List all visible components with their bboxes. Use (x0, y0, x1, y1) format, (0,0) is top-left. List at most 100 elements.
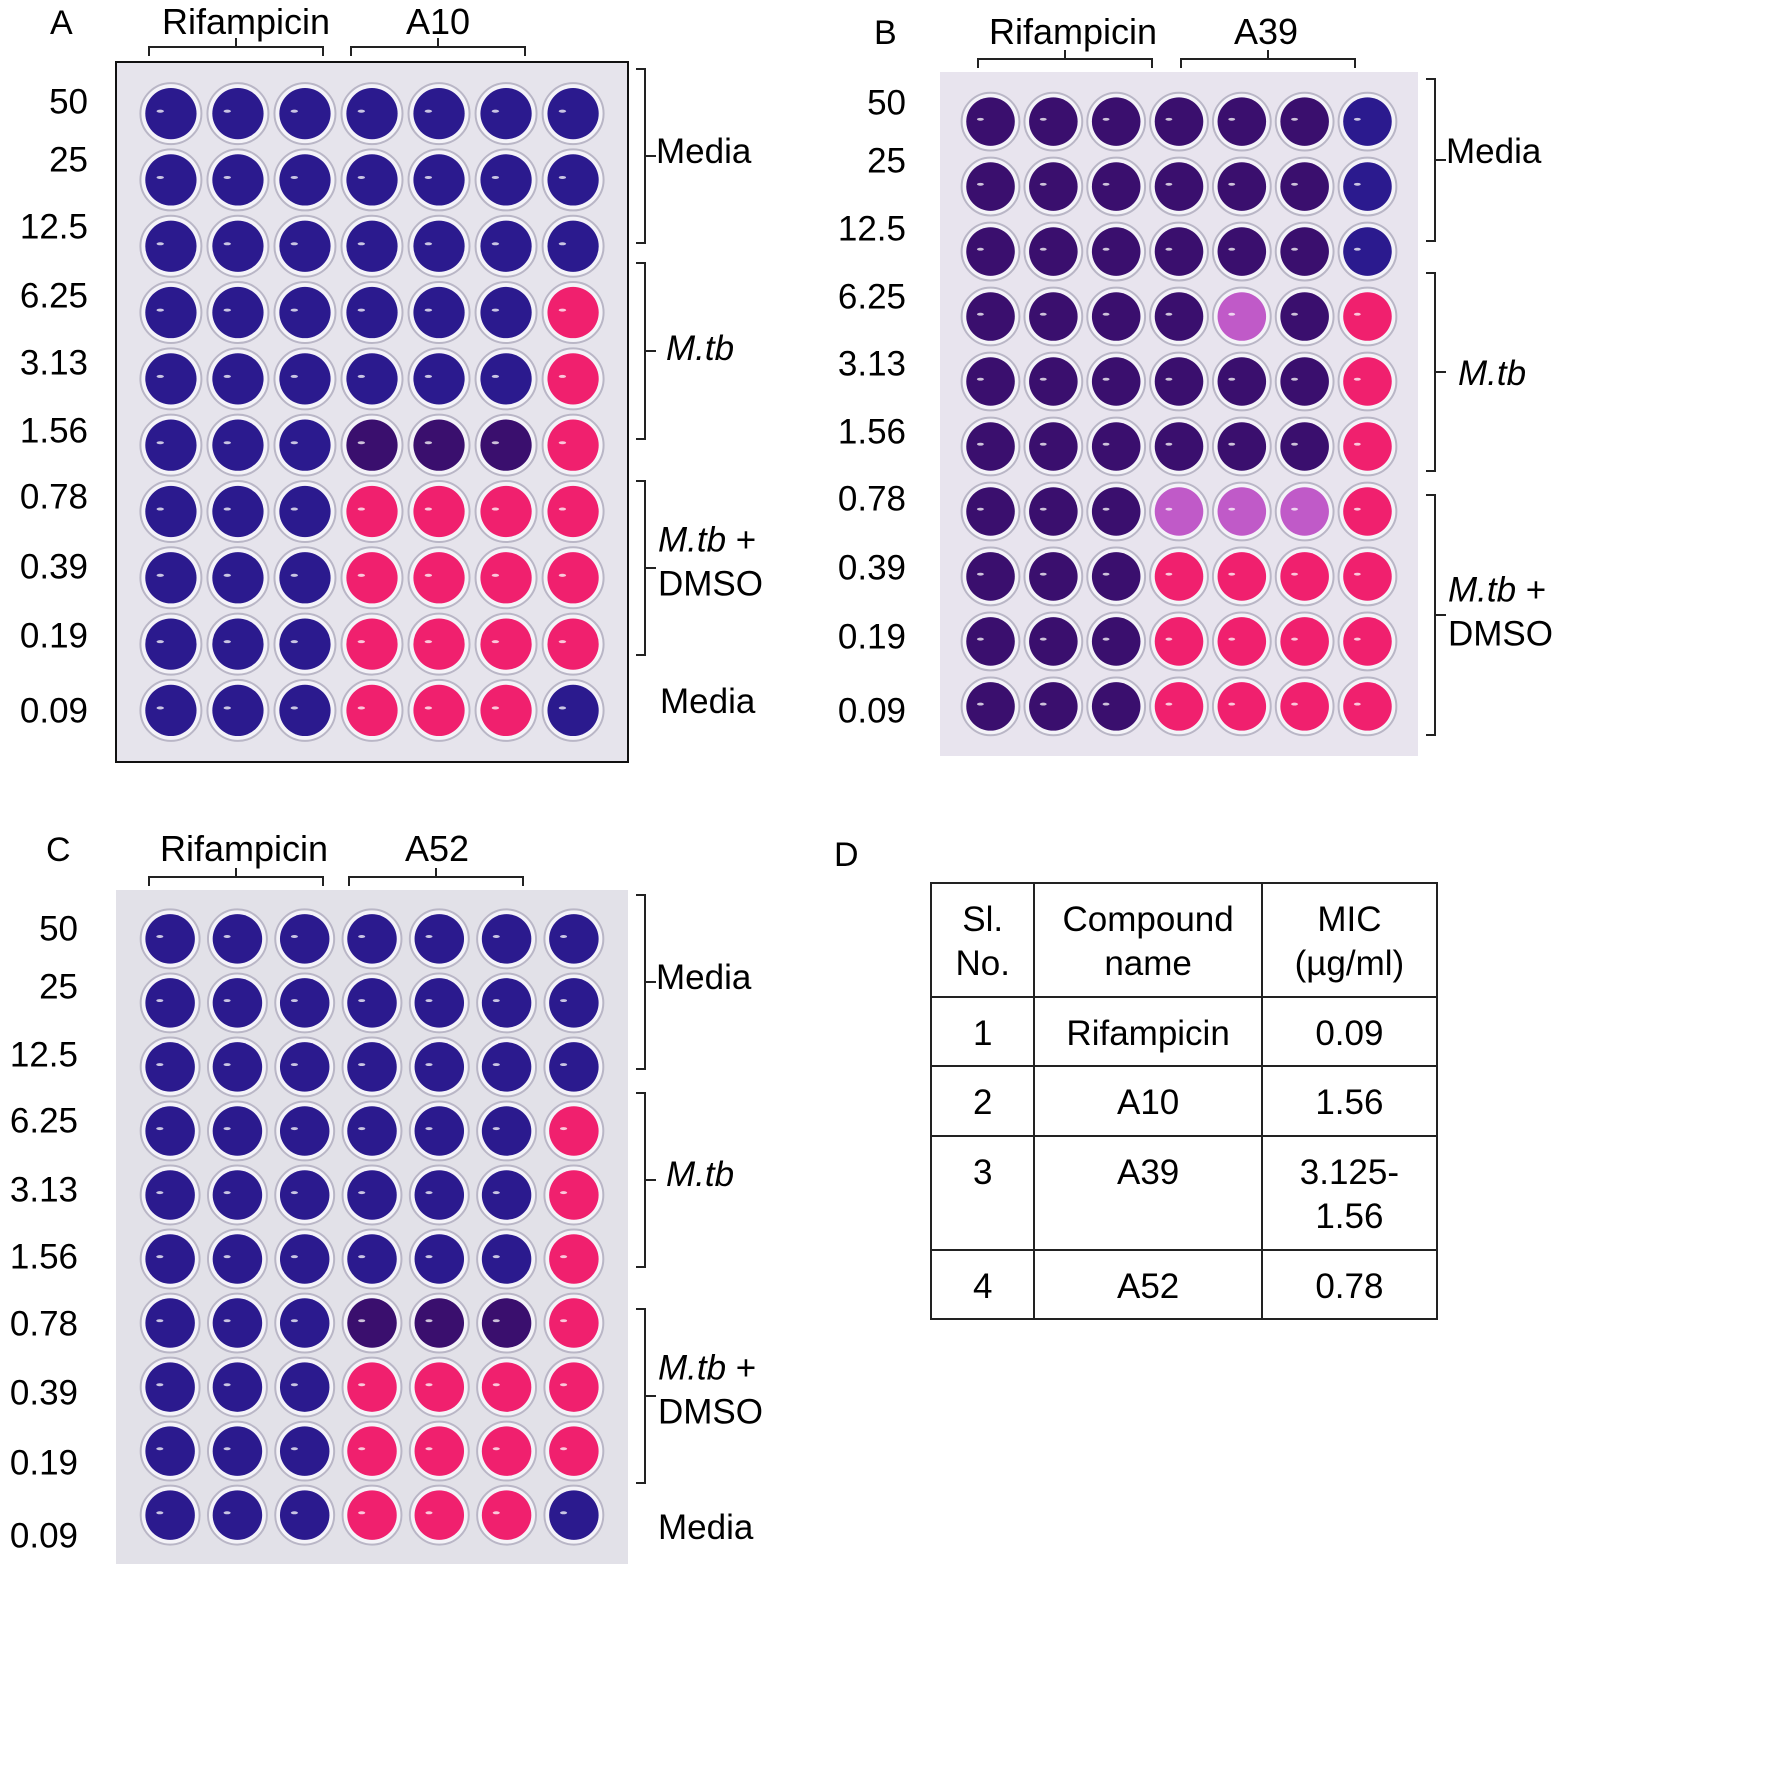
well-purple (1149, 221, 1209, 282)
well-blue (206, 546, 270, 610)
well-purple (1086, 611, 1147, 672)
well-pink (408, 1420, 470, 1482)
well-blue (139, 612, 203, 676)
well-blue (476, 1036, 538, 1098)
well-blue (206, 347, 270, 411)
well-purple (1023, 416, 1084, 477)
well-blue (273, 678, 337, 742)
well-blue (274, 1484, 336, 1546)
well-blue (206, 1356, 268, 1418)
conc-label: 3.13 (837, 344, 906, 384)
conc-label: 25 (39, 967, 78, 1007)
well-blue (407, 214, 471, 278)
conc-label: 1.56 (837, 412, 906, 452)
well-purple (960, 676, 1021, 737)
well-light-pink (1211, 286, 1272, 347)
well-blue (139, 1292, 201, 1354)
well-blue (543, 1036, 605, 1098)
well-purple (1023, 286, 1084, 347)
well-purple (1023, 546, 1084, 607)
well-purple (1086, 481, 1147, 542)
conc-label: 25 (49, 140, 88, 180)
well-blue (206, 1164, 268, 1226)
mtb-dmso-bracket (636, 1308, 646, 1484)
drug-bracket (148, 876, 324, 886)
well-pink (1149, 546, 1209, 607)
well-blue (206, 612, 270, 676)
well-pink (340, 479, 404, 543)
well-blue (274, 1292, 336, 1354)
mtb-label: M.tb (666, 329, 735, 369)
well-blue (273, 612, 337, 676)
well-blue (273, 82, 337, 146)
table-row: 1 Rifampicin 0.09 (929, 995, 1439, 1068)
well-blue (139, 82, 203, 146)
media-label: Media (1446, 132, 1542, 172)
well-purple (960, 351, 1021, 412)
well-blue (139, 1484, 201, 1546)
conc-label: 0.09 (19, 691, 88, 731)
well-pink (340, 612, 404, 676)
well-purple (1086, 156, 1147, 217)
well-blue (139, 479, 203, 543)
well-pink (474, 479, 538, 543)
mtb-label: M.tb (1458, 354, 1527, 394)
well-blue (474, 347, 538, 411)
well-blue (206, 908, 268, 970)
well-purple (1211, 221, 1272, 282)
media-label-bottom: Media (660, 682, 756, 722)
well-blue (274, 1420, 336, 1482)
well-pink (541, 413, 605, 477)
well-blue (206, 82, 270, 146)
well-pink (474, 612, 538, 676)
well-purple (1274, 416, 1335, 477)
well-pink (1211, 611, 1272, 672)
cell-mic: 0.09 (1260, 995, 1439, 1068)
media-bracket (636, 894, 646, 1070)
well-purple (1149, 91, 1209, 152)
well-pink (407, 678, 471, 742)
conc-label: 0.39 (9, 1373, 78, 1413)
mtb-dmso-label: M.tb + DMSO (658, 520, 763, 603)
well-pink (543, 1356, 605, 1418)
media-label: Media (656, 132, 752, 172)
well-blue (206, 214, 270, 278)
well-blue (407, 281, 471, 345)
well-purple (1086, 221, 1147, 282)
well-purple (1149, 156, 1209, 217)
well-blue (206, 413, 270, 477)
well-blue (341, 1228, 403, 1290)
well-blue (476, 1164, 538, 1226)
conc-label: 0.39 (837, 548, 906, 588)
well-blue (474, 281, 538, 345)
well-blue (543, 972, 605, 1034)
conc-label: 0.39 (19, 547, 88, 587)
conc-label: 0.78 (837, 479, 906, 519)
well-pink (541, 347, 605, 411)
well-purple (1149, 351, 1209, 412)
well-blue (408, 1100, 470, 1162)
well-purple (1211, 91, 1272, 152)
well-purple (1023, 676, 1084, 737)
well-blue (407, 347, 471, 411)
well-blue (206, 281, 270, 345)
well-blue (1337, 221, 1398, 282)
well-blue (273, 413, 337, 477)
well-blue (274, 1100, 336, 1162)
compound-label: A10 (405, 1, 471, 42)
compound-label: A52 (404, 828, 470, 869)
well-blue (541, 678, 605, 742)
well-pink (340, 678, 404, 742)
well-blue (341, 1036, 403, 1098)
media-label-bottom: Media (658, 1508, 754, 1548)
well-blue (206, 1420, 268, 1482)
conc-label: 0.78 (19, 477, 88, 517)
well-pink (1337, 546, 1398, 607)
panel-letter: D (834, 836, 859, 874)
well-pink (541, 479, 605, 543)
cell-mic: 0.78 (1260, 1248, 1439, 1321)
well-blue (274, 1228, 336, 1290)
well-blue (474, 148, 538, 212)
well-blue (476, 1100, 538, 1162)
media-bracket (636, 68, 646, 244)
